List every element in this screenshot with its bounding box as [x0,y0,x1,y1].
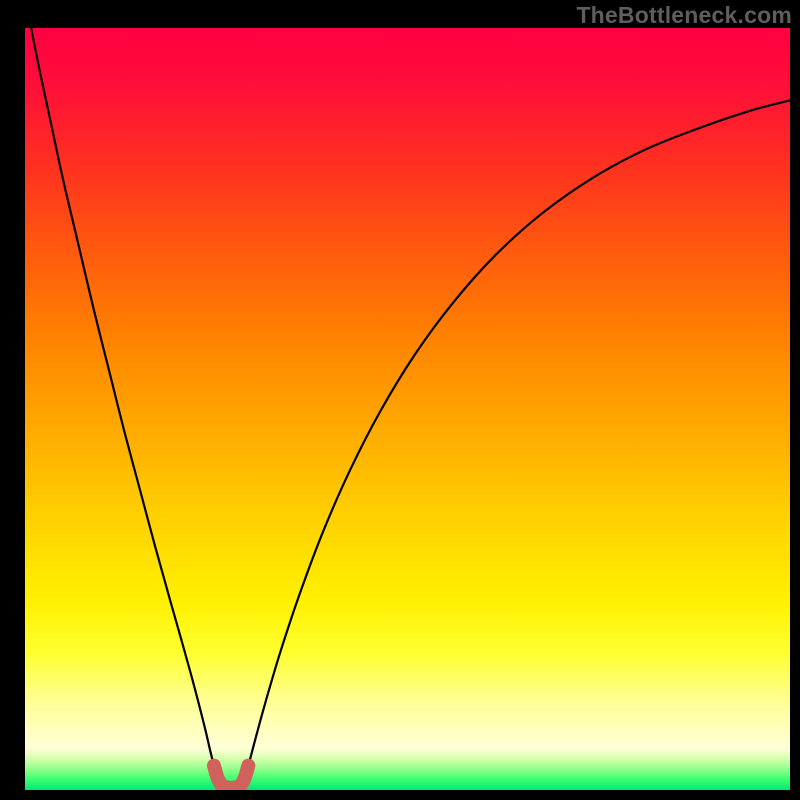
plot-background [25,28,790,790]
watermark-text: TheBottleneck.com [576,2,792,29]
chart-frame: TheBottleneck.com [0,0,800,800]
plot-area [25,28,790,790]
plot-svg [25,28,790,790]
